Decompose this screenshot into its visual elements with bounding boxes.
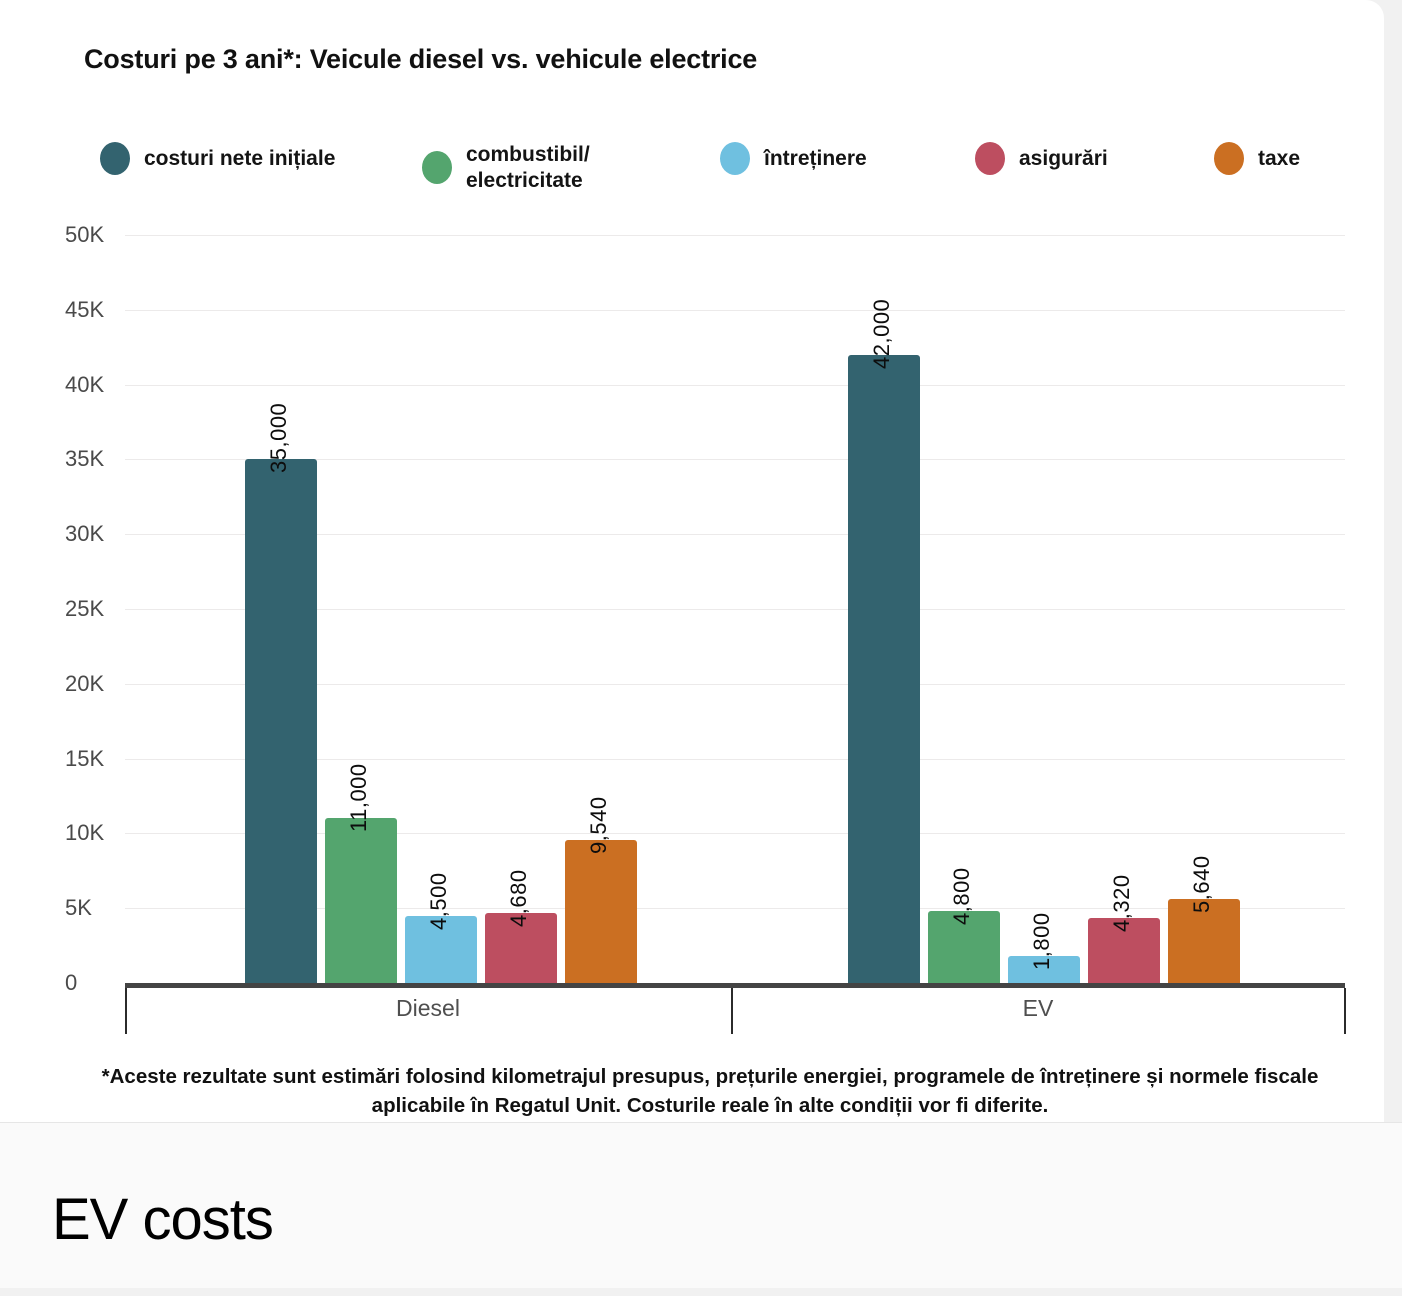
legend-item-label: costuri nete inițiale bbox=[144, 146, 336, 170]
bar-value-label: 1,800 bbox=[1029, 912, 1054, 971]
bar-value-label: 5,640 bbox=[1189, 855, 1214, 913]
legend-swatch-icon bbox=[422, 151, 452, 185]
bar[interactable] bbox=[325, 818, 397, 983]
bar-value-label: 42,000 bbox=[869, 298, 894, 369]
bar[interactable] bbox=[485, 913, 557, 983]
bar-value-label: 9,540 bbox=[586, 796, 611, 855]
y-axis-tick-label: 10K bbox=[65, 820, 105, 846]
bar[interactable] bbox=[245, 459, 317, 983]
legend-swatch-icon bbox=[720, 142, 750, 175]
plot-area: 0 5K 10K 15K 20K 25K 30K 35K 40K 45K 50K 35,000 11,0… bbox=[65, 222, 1345, 995]
gridline bbox=[125, 758, 1345, 760]
legend-item-4[interactable]: taxe bbox=[1214, 142, 1300, 175]
y-axis-tick-label: 5K bbox=[65, 895, 92, 921]
legend-item-label: taxe bbox=[1258, 146, 1301, 170]
legend-item-2[interactable]: întreținere bbox=[720, 142, 867, 175]
gridline bbox=[125, 309, 1345, 311]
gridline bbox=[125, 683, 1345, 685]
legend-swatch-icon bbox=[100, 142, 130, 175]
bar[interactable] bbox=[1008, 956, 1080, 983]
chart-legend: costuri nete inițiale combustibil/ electr… bbox=[100, 126, 1340, 196]
gridline bbox=[125, 384, 1345, 386]
x-axis-line bbox=[125, 983, 1345, 988]
y-axis-tick-label: 50K bbox=[65, 222, 105, 247]
y-axis-tick-label: 45K bbox=[65, 296, 105, 322]
bar-value-label: 4,320 bbox=[1109, 874, 1134, 933]
legend-item-label: întreținere bbox=[764, 146, 867, 170]
chart-title: Costuri pe 3 ani*: Veicule diesel vs. ve… bbox=[84, 44, 758, 74]
legend-item-label: asigurări bbox=[1019, 146, 1108, 170]
y-axis-tick-label: 20K bbox=[65, 670, 105, 696]
bar[interactable] bbox=[848, 354, 920, 983]
y-axis-tick-label: 25K bbox=[65, 596, 105, 621]
gridline bbox=[125, 833, 1345, 835]
x-axis-tick bbox=[125, 988, 127, 1034]
x-axis-tick bbox=[731, 988, 733, 1034]
bar[interactable] bbox=[928, 911, 1000, 983]
chart-card: Costuri pe 3 ani*: Veicule diesel vs. ve… bbox=[0, 0, 1384, 1122]
bar[interactable] bbox=[1088, 918, 1160, 983]
legend-item-label: combustibil/ electricitate bbox=[466, 143, 590, 192]
legend-swatch-icon bbox=[975, 142, 1005, 175]
legend-swatch-icon bbox=[1214, 142, 1244, 175]
gridline bbox=[125, 534, 1345, 536]
lower-section-heading: EV costs bbox=[52, 1187, 274, 1252]
section-divider bbox=[0, 1122, 1402, 1123]
y-axis-tick-label: 40K bbox=[65, 371, 105, 397]
bar-value-label: 4,500 bbox=[426, 872, 451, 930]
y-axis-tick-label: 30K bbox=[65, 521, 105, 547]
bar-value-label: 4,680 bbox=[506, 869, 531, 927]
chart-footnote: *Aceste rezultate sunt estimări folosind… bbox=[101, 1065, 1319, 1118]
x-axis-tick bbox=[1344, 988, 1346, 1034]
y-axis-tick-label: 0 bbox=[65, 970, 78, 995]
legend-item-0[interactable]: costuri nete inițiale bbox=[100, 142, 335, 175]
x-axis-group-label: EV bbox=[1022, 995, 1054, 1021]
bar-value-label: 35,000 bbox=[266, 403, 291, 474]
gridline bbox=[125, 609, 1345, 610]
bottom-strip bbox=[0, 1288, 1402, 1296]
y-axis-tick-label: 15K bbox=[65, 745, 105, 771]
bar[interactable] bbox=[405, 915, 477, 983]
legend-item-1[interactable]: combustibil/ electricitate bbox=[422, 142, 590, 193]
bar-value-label: 4,800 bbox=[949, 867, 974, 926]
gridline bbox=[125, 908, 1345, 910]
gridline bbox=[125, 459, 1345, 461]
gridline bbox=[125, 235, 1345, 236]
bar[interactable] bbox=[565, 840, 637, 983]
lower-section bbox=[0, 1123, 1402, 1296]
legend-item-3[interactable]: asigurări bbox=[975, 142, 1108, 175]
bar-value-label: 11,000 bbox=[346, 763, 371, 833]
y-axis-tick-label: 35K bbox=[65, 446, 105, 472]
bar[interactable] bbox=[1168, 898, 1240, 983]
x-axis-group-label: Diesel bbox=[396, 995, 460, 1021]
